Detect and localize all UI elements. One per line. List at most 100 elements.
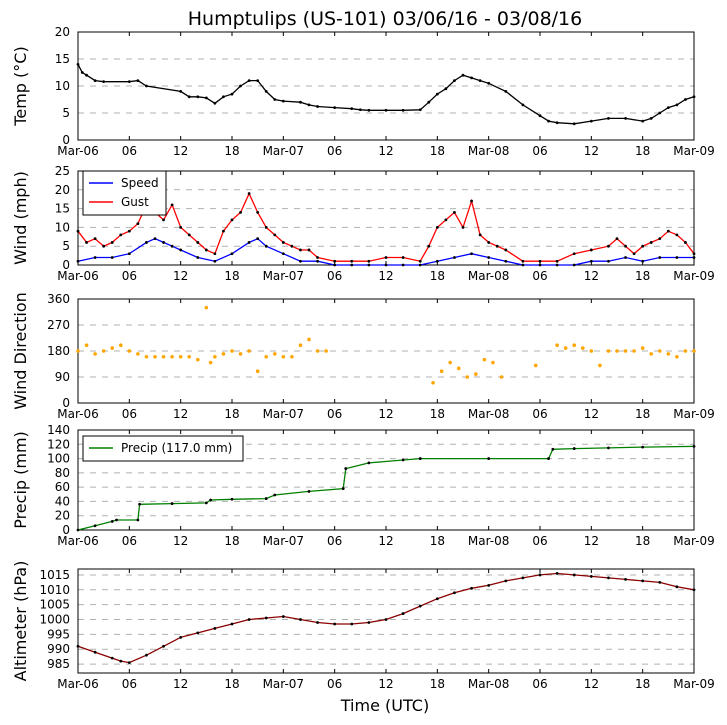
x-tick-label: 12 [378,534,393,548]
gust-point [624,244,627,248]
gust-point [692,252,696,256]
y-tick-label: 20 [55,25,70,39]
altimeter-point [538,573,542,577]
direction-point [76,349,80,353]
temp-point [127,80,131,84]
x-tick-label: Mar-08 [468,144,509,158]
direction-point [255,369,260,374]
y-tick-label: 0 [62,133,70,147]
x-tick-label: 06 [532,407,547,421]
direction-point [491,360,495,365]
gust-point [632,252,636,256]
temp-point [247,79,251,82]
wind-panel: 0 5 10 15 20 25 Mar-06 06 12 18 Mar-07 06 12 18 Mar-08… [11,164,715,283]
y-tick-label: 60 [55,480,70,494]
temp-point [222,95,225,99]
gust-point [675,233,679,237]
precip-117-0-mm-point [641,445,645,449]
temp-point [204,96,208,100]
temp-point [547,119,550,123]
gust-point [478,233,482,237]
speed-point [264,244,268,248]
temp-point [256,79,260,82]
altimeter-point [624,578,627,581]
gust-point [127,229,131,233]
gust-point [85,241,88,244]
direction-point [666,352,671,356]
temp-point [299,100,302,104]
x-tick-label: 12 [584,144,599,158]
direction-point [448,360,452,365]
altimeter-point [316,621,319,624]
x-tick-label: 06 [122,144,137,158]
gust-point [204,248,208,252]
speed-point [658,256,662,259]
precip-117-0-mm-point [401,458,405,462]
temp-point [641,119,645,123]
altimeter-point [367,621,371,624]
x-tick-label: 06 [327,269,342,283]
x-axis-label: Time (UTC) [340,696,429,715]
temp-point [333,106,337,109]
x-tick-label: 06 [122,269,137,283]
gust-point [350,259,354,263]
direction-point [238,352,243,356]
gust-point [666,229,670,233]
gust-point [435,226,439,229]
x-tick-label: Mar-09 [673,534,714,548]
x-tick-label: 18 [635,269,650,283]
temp-point [589,119,593,123]
y-tick-label: 0 [62,396,70,410]
precip-117-0-mm-point [692,445,696,448]
precip-117-0-mm-point [230,497,234,501]
y-tick-label: 140 [47,423,70,437]
speed-point [470,252,473,256]
altimeter-point [333,622,337,626]
precip-117-0-mm-point [115,518,118,522]
gust-point [504,248,508,252]
gust-point [470,199,473,203]
gust-point [170,203,174,207]
direction-point [640,346,645,350]
x-tick-label: 18 [430,144,445,158]
speed-point [76,259,80,263]
direction-point [230,349,234,353]
x-tick-label: 18 [430,269,445,283]
gust-point [538,259,542,263]
y-axis-label: Temp (°C) [11,46,30,126]
x-tick-label: Mar-07 [263,269,304,283]
gust-point [495,244,499,248]
precip-117-0-mm-point [110,520,114,523]
y-tick-label: 1000 [39,613,70,627]
temp-point [102,80,106,84]
x-tick-label: 06 [122,407,137,421]
temp-point [358,108,362,112]
speed-point [572,263,576,267]
x-tick-label: 12 [378,407,393,421]
x-tick-label: 06 [532,677,547,691]
gust-point [453,210,456,214]
gust-point [607,244,610,248]
direction-point [589,349,594,353]
y-tick-label: 20 [55,183,70,197]
direction-point [692,349,696,353]
direction-point [118,343,123,348]
direction-point [84,343,89,348]
direction-point [324,349,328,353]
direction-point [431,380,435,385]
x-tick-label: Mar-08 [468,269,509,283]
y-tick-label: 360 [47,292,70,306]
direction-panel: 0 90 180 270 360 Mar-06 06 12 18 Mar-07 06 12 18 Mar-… [11,292,715,421]
x-tick-label: 18 [224,407,239,421]
y-tick-label: 180 [47,344,70,358]
direction-point [247,349,251,353]
y-tick-label: 10 [55,79,70,93]
x-tick-label: Mar-09 [673,144,714,158]
altimeter-point [641,579,645,583]
direction-point [144,354,149,359]
x-tick-label: Mar-09 [673,269,714,283]
gust-point [487,241,491,244]
altimeter-point [93,650,97,654]
speed-point [418,263,422,267]
x-tick-label: 18 [224,677,239,691]
